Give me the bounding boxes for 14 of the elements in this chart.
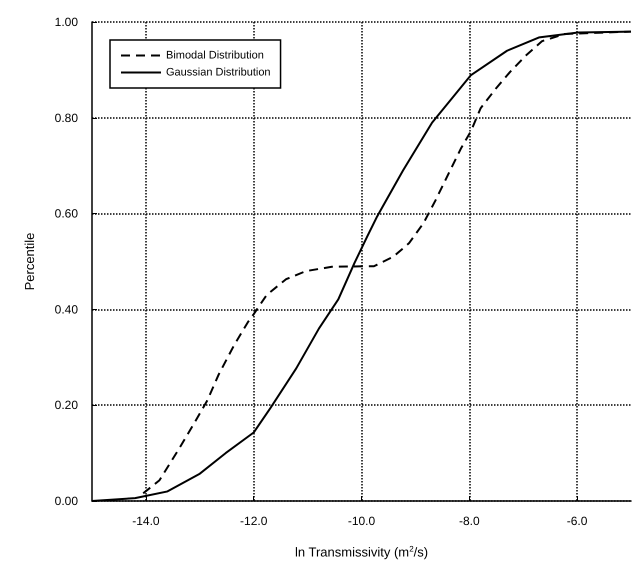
y-tick-label: 0.60 bbox=[54, 206, 78, 221]
x-tick-label: -6.0 bbox=[566, 514, 588, 528]
legend-label: Gaussian Distribution bbox=[166, 66, 271, 78]
y-tick-label: 0.00 bbox=[54, 494, 78, 508]
x-tick-label: -8.0 bbox=[458, 514, 480, 528]
legend-label: Bimodal Distribution bbox=[166, 50, 264, 62]
y-axis-title: Percentile bbox=[22, 232, 37, 290]
y-tick-label: 0.40 bbox=[54, 302, 78, 316]
y-tick-label: 0.20 bbox=[54, 398, 78, 412]
x-tick-label: -14.0 bbox=[132, 514, 160, 528]
x-tick-label: -10.0 bbox=[348, 514, 376, 528]
y-tick-label: 1.00 bbox=[54, 15, 78, 29]
y-tick-label: 0.80 bbox=[54, 110, 78, 125]
x-tick-label: -12.0 bbox=[240, 514, 268, 528]
